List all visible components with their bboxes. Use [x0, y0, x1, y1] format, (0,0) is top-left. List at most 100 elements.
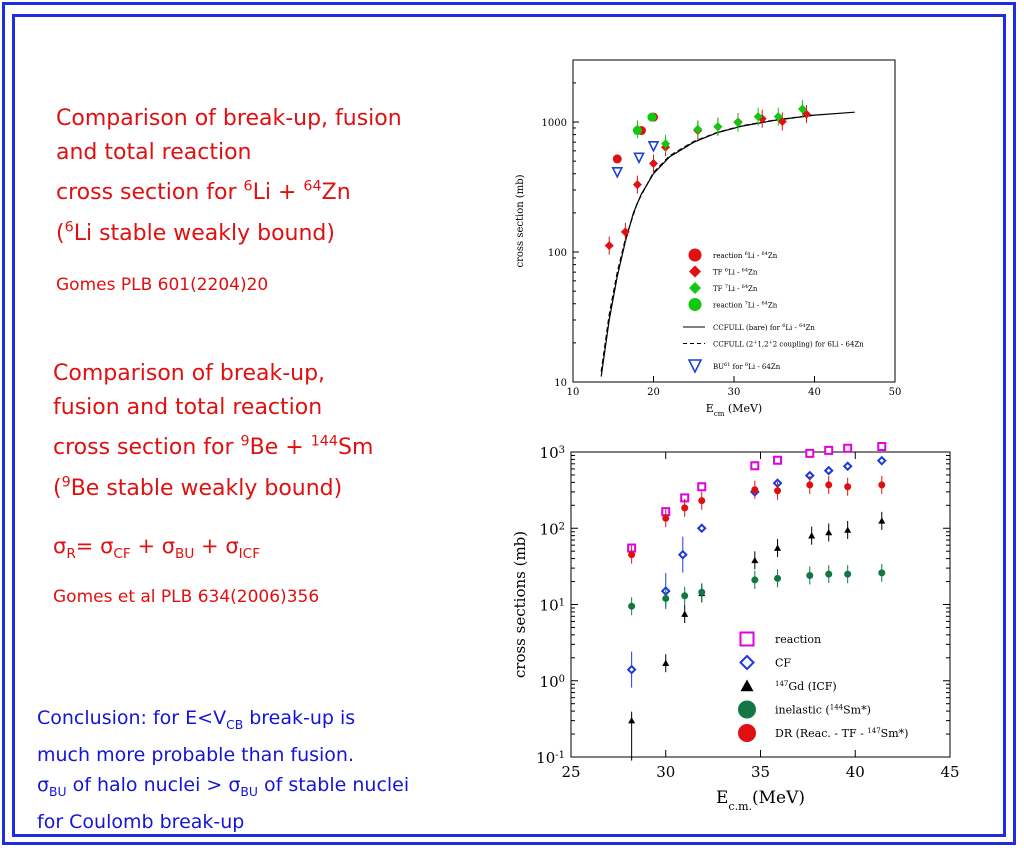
- be-sm-data-point: [697, 482, 707, 492]
- cross-section-formula: σR= σCF + σBU + σICF: [53, 534, 261, 563]
- li-zn-legend-label: CCFULL (bare) for 6Li - 64Zn: [713, 323, 815, 332]
- be-sm-legend-label: 147Gd (ICF): [775, 680, 837, 693]
- li-zn-heading-line1: Comparison of break-up, fusion: [56, 106, 402, 131]
- li-zn-data-point: [620, 227, 630, 237]
- be-sm-legend-label: inelastic (144Sm*): [775, 704, 871, 717]
- be-sm-data-point: [698, 588, 706, 596]
- be-sm-data-point: [750, 461, 760, 471]
- be-sm-x-axis-label: Ec.m.(MeV): [716, 788, 805, 813]
- be-sm-y-tick-label: 103: [540, 444, 565, 462]
- conclusion-line4: for Coulomb break-up: [37, 810, 245, 833]
- li-zn-legend-label: CCFULL (2+1,2+2 coupling) for 6Li - 64Zn: [713, 340, 864, 349]
- slide-inner-border: [12, 14, 1006, 837]
- be-sm-data-point: [878, 569, 886, 577]
- li-zn-heading-line3: cross section for 6Li + 64Zn: [56, 179, 351, 206]
- be-sm-x-tick-label: 45: [940, 763, 959, 781]
- li-zn-legend-label: TF 7Li - 64Zn: [713, 284, 758, 293]
- li-zn-data-point: [693, 124, 703, 134]
- li-zn-series-4: [611, 141, 660, 179]
- be-sm-reference: Gomes et al PLB 634(2006)356: [53, 587, 320, 607]
- be-sm-y-tick-label: 102: [540, 520, 565, 538]
- li-zn-heading: Comparison of break-up, fusion and total…: [56, 102, 402, 251]
- li-zn-data-point: [797, 104, 807, 114]
- be-sm-data-point: [844, 483, 852, 491]
- be-sm-data-point: [774, 487, 782, 495]
- be-sm-data-point: [677, 549, 688, 560]
- be-sm-data-point: [626, 664, 637, 675]
- li-zn-data-point: [612, 154, 622, 164]
- li-zn-curve-solid: [600, 111, 855, 377]
- be-sm-legend: reaction CF 147Gd (ICF) inelastic (144Sm*) D…: [738, 631, 908, 742]
- li-zn-curve-dashed: [600, 114, 815, 372]
- be-sm-heading-line2: fusion and total reaction: [53, 395, 323, 420]
- be-sm-data-point: [774, 544, 782, 551]
- be-sm-heading-line4: (9Be stable weakly bound): [53, 474, 343, 501]
- li-zn-data-point: [632, 180, 642, 190]
- be-sm-data-point: [844, 526, 852, 533]
- li-zn-data-point: [647, 141, 660, 153]
- conclusion-line2: much more probable than fusion.: [37, 743, 355, 766]
- be-sm-x-tick-label: 40: [846, 763, 865, 781]
- li-zn-heading-line2: and total reaction: [56, 140, 252, 165]
- li-zn-heading-line4: (6Li stable weakly bound): [56, 219, 335, 246]
- be-sm-heading: Comparison of break-up, fusion and total…: [53, 357, 373, 506]
- li-zn-chart-panel: 10 20 30 40 50 10 100 1000 Ecm (MeV) cross sectio…: [493, 42, 931, 420]
- be-sm-legend-label: DR (Reac. - TF - 147Sm*): [775, 727, 908, 740]
- be-sm-data-point: [823, 465, 834, 476]
- li-zn-legend-marker: [688, 298, 702, 311]
- be-sm-data-point: [877, 442, 887, 452]
- be-sm-x-tick-label: 25: [561, 763, 580, 781]
- be-sm-y-tick-label: 100: [540, 673, 565, 691]
- be-sm-legend-marker: [739, 631, 755, 647]
- li-zn-legend-marker: [687, 359, 703, 374]
- li-zn-y-tick-label: 1000: [542, 118, 567, 129]
- be-sm-legend-marker: [739, 654, 755, 671]
- li-zn-data-point: [661, 139, 671, 149]
- be-sm-data-point: [878, 517, 886, 524]
- li-zn-y-tick-label: 100: [548, 248, 567, 259]
- be-sm-data-point: [773, 455, 783, 465]
- be-sm-data-point: [808, 532, 816, 539]
- be-sm-data-point: [876, 455, 887, 466]
- be-sm-legend-marker: [738, 700, 756, 719]
- be-sm-data-point: [662, 659, 670, 666]
- conclusion-line1: Conclusion: for E<VCB break-up is: [37, 707, 356, 732]
- be-sm-data-point: [774, 574, 782, 582]
- li-zn-data-point: [773, 112, 783, 122]
- be-sm-y-tick-label: 10-1: [536, 749, 565, 767]
- be-sm-data-point: [681, 592, 689, 600]
- be-sm-data-point: [628, 717, 636, 724]
- li-zn-x-tick-label: 20: [647, 387, 660, 398]
- be-sm-series-2: [628, 511, 886, 761]
- li-zn-legend-label: reaction 6Li - 64Zn: [713, 251, 778, 260]
- li-zn-chart: 10 20 30 40 50 10 100 1000 Ecm (MeV) cross sectio…: [515, 59, 901, 418]
- be-sm-y-axis-label: cross sections (mb): [511, 531, 529, 678]
- be-sm-data-point: [681, 610, 689, 617]
- li-zn-legend-marker: [688, 248, 702, 262]
- li-zn-data-point: [733, 118, 743, 128]
- be-sm-legend-marker: [738, 724, 756, 742]
- be-sm-legend-label: CF: [775, 657, 791, 670]
- li-zn-series-3: [632, 112, 657, 136]
- be-sm-data-point: [662, 514, 670, 522]
- li-zn-y-tick-label: 10: [554, 378, 567, 389]
- li-zn-legend: reaction 6Li - 64Zn TF 6Li - 64Zn TF 7Li -…: [683, 248, 864, 374]
- li-zn-y-axis-label: cross section (mb): [515, 174, 526, 267]
- be-sm-x-tick-label: 35: [751, 763, 770, 781]
- li-zn-data-point: [647, 112, 657, 122]
- be-sm-data-point: [878, 481, 886, 489]
- slide-outer-border: [2, 2, 1016, 845]
- li-zn-legend-marker: [689, 265, 701, 278]
- be-sm-data-point: [806, 572, 814, 580]
- be-sm-chart-panel: 25 30 35 40 45 10-1 100 101 102 103 Ec.m.(MeV) cros…: [493, 424, 991, 814]
- li-zn-legend-label: reaction 7Li - 64Zn: [713, 301, 778, 310]
- be-sm-plot-frame: [570, 451, 951, 758]
- be-sm-y-tick-label: 101: [540, 597, 565, 615]
- be-sm-series-3: [628, 563, 886, 616]
- li-zn-data-point: [801, 109, 811, 119]
- li-zn-legend-marker: [689, 282, 701, 294]
- li-zn-x-tick-label: 10: [567, 387, 580, 398]
- li-zn-data-point: [649, 158, 658, 168]
- li-zn-series-2: [632, 99, 807, 153]
- be-sm-legend-label: reaction: [775, 633, 821, 646]
